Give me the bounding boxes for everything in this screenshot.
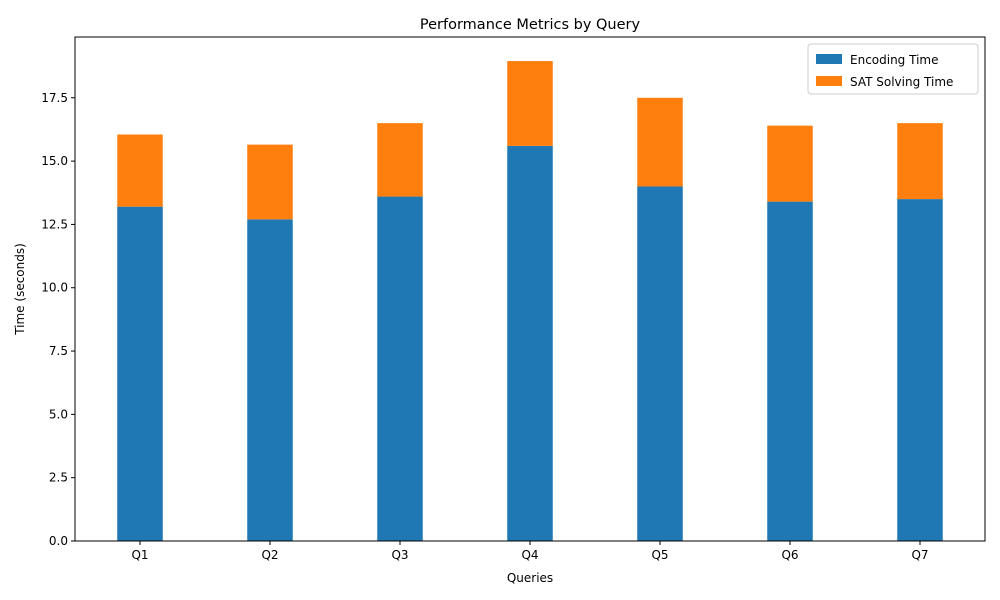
bar-q3-series-1 bbox=[377, 196, 423, 541]
y-axis: 0.0 2.5 5.0 7.5 10.0 12.5 15.0 17.5 bbox=[41, 91, 75, 548]
y-tick-label: 2.5 bbox=[49, 471, 68, 485]
y-tick-label: 7.5 bbox=[49, 344, 68, 358]
x-tick-label: Q1 bbox=[131, 548, 148, 562]
legend-box bbox=[807, 43, 979, 95]
bars-group bbox=[117, 61, 943, 542]
bar-q1-series-1 bbox=[117, 206, 163, 541]
bar-q4-series-1 bbox=[507, 145, 553, 541]
bar-q7-series-1 bbox=[897, 199, 943, 541]
legend-swatch bbox=[816, 54, 842, 64]
y-tick-label: 17.5 bbox=[41, 91, 68, 105]
legend-label: SAT Solving Time bbox=[850, 75, 953, 89]
legend-swatch bbox=[816, 76, 842, 86]
legend-label: Encoding Time bbox=[850, 53, 938, 67]
y-tick-label: 12.5 bbox=[41, 217, 68, 231]
x-tick-label: Q4 bbox=[521, 548, 538, 562]
x-tick-label: Q6 bbox=[781, 548, 798, 562]
y-axis-label: Time (seconds) bbox=[13, 243, 27, 336]
bar-q6-series-1 bbox=[767, 201, 813, 541]
x-tick-label: Q2 bbox=[261, 548, 278, 562]
bar-q4-series-2 bbox=[507, 61, 553, 146]
bar-q3-series-2 bbox=[377, 123, 423, 197]
plot-frame bbox=[74, 36, 986, 542]
x-axis: Q1 Q2 Q3 Q4 Q5 Q6 Q7 bbox=[131, 541, 929, 562]
y-tick-label: 10.0 bbox=[41, 281, 68, 295]
bar-q7-series-2 bbox=[897, 123, 943, 200]
x-tick-label: Q5 bbox=[651, 548, 668, 562]
x-tick-label: Q7 bbox=[911, 548, 928, 562]
y-tick-label: 5.0 bbox=[49, 407, 68, 421]
x-tick-label: Q3 bbox=[391, 548, 408, 562]
legend: Encoding Time SAT Solving Time bbox=[807, 43, 979, 95]
bar-q2-series-2 bbox=[247, 144, 293, 220]
x-axis-label: Queries bbox=[507, 571, 553, 585]
bar-q5-series-1 bbox=[637, 186, 683, 542]
bar-q6-series-2 bbox=[767, 125, 813, 202]
bar-q5-series-2 bbox=[637, 97, 683, 187]
y-tick-label: 15.0 bbox=[41, 154, 68, 168]
bar-q1-series-2 bbox=[117, 134, 163, 207]
y-tick-label: 0.0 bbox=[49, 534, 68, 548]
chart-title: Performance Metrics by Query bbox=[420, 17, 641, 33]
bar-q2-series-1 bbox=[247, 219, 293, 542]
